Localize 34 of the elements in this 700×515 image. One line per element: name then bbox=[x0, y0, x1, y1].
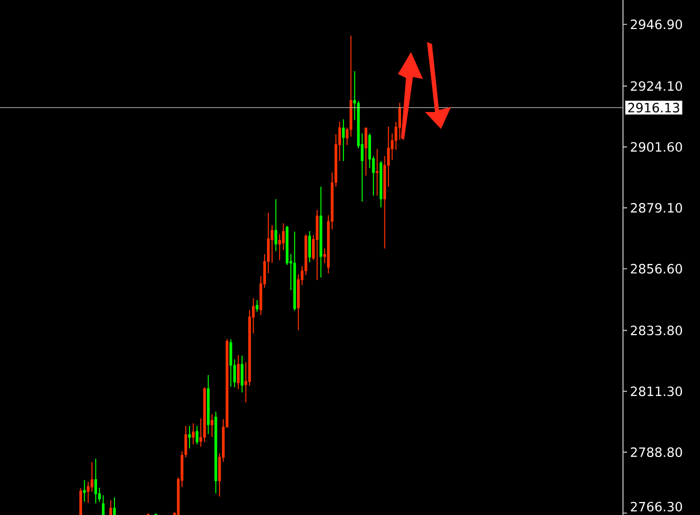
candlestick bbox=[282, 222, 285, 251]
candlestick bbox=[308, 230, 311, 263]
candlestick bbox=[210, 414, 214, 438]
candlestick bbox=[109, 500, 112, 515]
y-tick-label: 2811.30 bbox=[630, 386, 682, 396]
candlestick bbox=[188, 425, 191, 449]
y-tick-label: 2879.10 bbox=[630, 203, 682, 213]
candlestick bbox=[278, 234, 281, 261]
candlestick bbox=[229, 338, 232, 388]
y-tick-label: 2766.30 bbox=[630, 502, 682, 512]
candlestick bbox=[184, 425, 188, 458]
candlestick bbox=[342, 118, 345, 162]
candlestick bbox=[83, 480, 86, 502]
candlestick bbox=[113, 496, 116, 515]
y-tick-label: 2924.10 bbox=[630, 81, 682, 91]
candlestick bbox=[196, 425, 198, 445]
candlestick bbox=[90, 462, 94, 492]
y-tick-label: 2946.90 bbox=[630, 20, 682, 30]
candlestick bbox=[256, 300, 258, 312]
ref-line-label: 2916.13 bbox=[628, 102, 680, 112]
candlestick bbox=[86, 481, 90, 504]
candlestick bbox=[364, 126, 368, 176]
candlestick bbox=[192, 422, 195, 445]
y-tick-label: 2833.80 bbox=[630, 326, 682, 336]
candlestick bbox=[240, 355, 244, 393]
candlestick bbox=[376, 148, 379, 196]
candlestick bbox=[398, 102, 402, 140]
candlestick bbox=[94, 458, 98, 504]
y-tick-label: 2788.80 bbox=[630, 447, 682, 458]
candlestick bbox=[274, 198, 278, 252]
candlestick bbox=[102, 494, 105, 515]
y-tick-label: 2856.60 bbox=[630, 264, 682, 274]
y-tick-label: 2901.60 bbox=[630, 142, 682, 152]
candlestick bbox=[236, 354, 240, 390]
